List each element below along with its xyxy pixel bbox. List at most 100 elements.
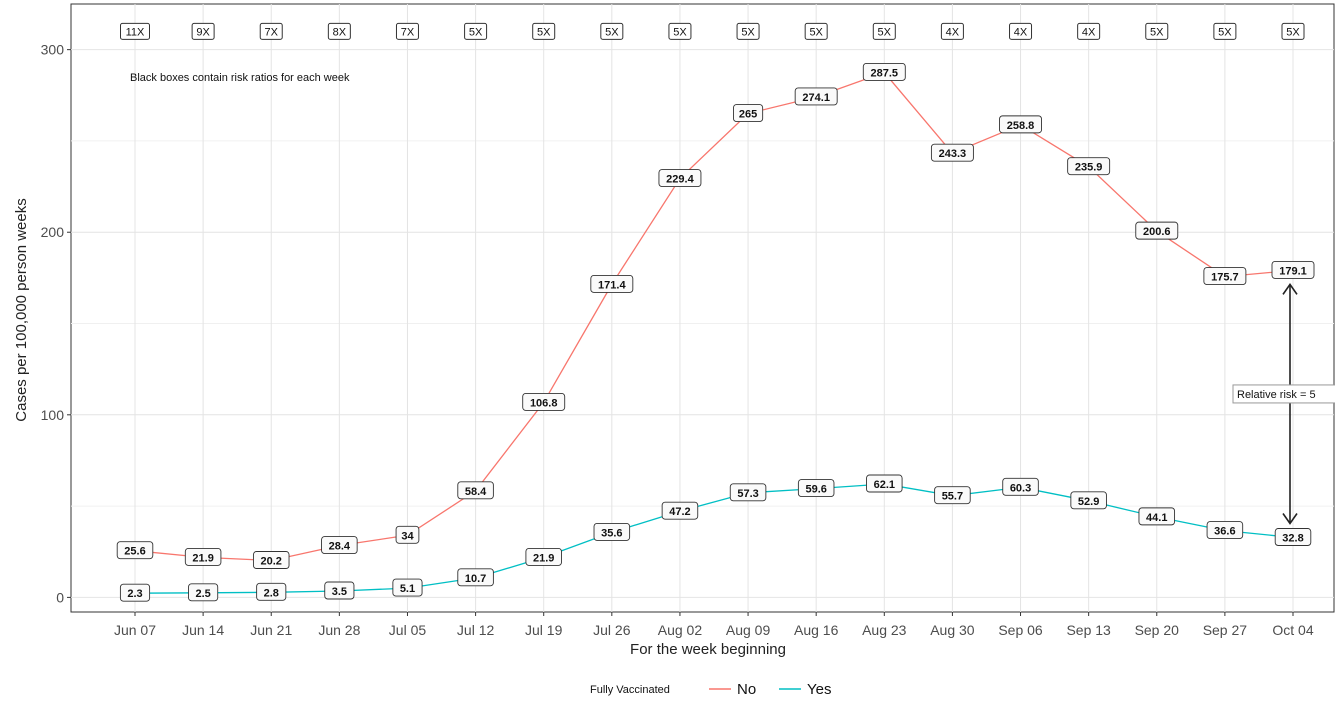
risk-ratio-box (804, 22, 828, 40)
relative-risk-arrow: Relative risk = 5 (1232, 282, 1335, 525)
data-label: 2.8 (264, 587, 279, 599)
data-label: 171.4 (598, 279, 626, 291)
data-label-box (188, 583, 219, 602)
risk-ratio-box (1281, 22, 1305, 40)
legend: Fully Vaccinated No Yes (590, 681, 831, 698)
data-label-box (119, 583, 151, 602)
data-label-box (457, 481, 494, 500)
data-label-box (1070, 491, 1107, 510)
data-label-box (1271, 260, 1315, 279)
x-tick-label: Jun 14 (182, 622, 224, 638)
data-label: 258.8 (1007, 120, 1035, 132)
data-label-box (661, 501, 699, 520)
data-label-box (184, 547, 222, 566)
data-label: 62.1 (874, 479, 895, 491)
legend-label-no: No (737, 681, 756, 698)
x-tick-label: Jul 19 (525, 622, 563, 638)
data-label: 2.3 (127, 588, 142, 600)
data-label: 10.7 (465, 573, 486, 585)
risk-ratio-label: 8X (333, 26, 347, 38)
data-label-box (593, 522, 631, 541)
data-label-box (934, 486, 971, 505)
relative-risk-label: Relative risk = 5 (1237, 389, 1316, 401)
y-tick-label: 300 (41, 42, 65, 58)
risk-ratio-box (668, 22, 692, 40)
data-label-box (1138, 507, 1176, 526)
arrow-head-up (1282, 282, 1298, 295)
data-label: 179.1 (1279, 265, 1307, 277)
data-label-box (1067, 157, 1111, 176)
data-label: 32.8 (1282, 533, 1303, 545)
x-tick-label: Jun 28 (318, 622, 360, 638)
data-label-box (866, 474, 903, 493)
series-line-yes (134, 483, 1294, 594)
risk-ratio-note: Black boxes contain risk ratios for each… (130, 72, 350, 84)
x-tick-label: Jun 07 (114, 622, 156, 638)
risk-ratio-box (1077, 22, 1101, 40)
data-label-box (392, 578, 423, 597)
risk-ratio-label: 11X (126, 26, 145, 38)
risk-ratio-label: 7X (401, 26, 415, 38)
data-label: 57.3 (737, 488, 758, 500)
y-tick-label: 0 (56, 589, 64, 605)
risk-ratio-label: 5X (1150, 26, 1164, 38)
x-tick-label: Aug 09 (726, 622, 771, 638)
y-tick-label: 200 (41, 224, 65, 240)
arrow-head-down (1282, 513, 1298, 525)
data-label-box (1203, 267, 1247, 286)
risk-ratio-box (395, 22, 419, 40)
x-tick-label: Jul 05 (389, 622, 427, 638)
x-tick-label: Aug 02 (658, 622, 703, 638)
x-tick-label: Aug 30 (930, 622, 975, 638)
risk-ratio-label: 5X (605, 26, 619, 38)
data-label-box (1135, 221, 1179, 240)
relative-risk-box (1232, 384, 1335, 404)
data-label: 21.9 (192, 552, 213, 564)
risk-ratio-label: 5X (1286, 26, 1300, 38)
x-axis-title: For the week beginning (630, 641, 786, 658)
x-tick-label: Oct 04 (1272, 622, 1313, 638)
data-label: 2.5 (195, 588, 210, 600)
data-label: 55.7 (942, 491, 963, 503)
data-label: 265 (739, 109, 757, 121)
risk-ratio-box (1145, 22, 1169, 40)
data-label-box (457, 568, 494, 587)
data-label: 58.4 (465, 486, 487, 498)
x-tick-label: Sep 20 (1135, 622, 1180, 638)
risk-ratio-box (259, 22, 283, 40)
data-label-box (797, 479, 835, 498)
data-label: 34 (401, 530, 414, 542)
data-label-box (1274, 528, 1312, 546)
risk-ratio-label: 5X (537, 26, 551, 38)
data-label-box (525, 547, 562, 566)
risk-ratio-box (327, 22, 351, 40)
data-label: 106.8 (530, 397, 558, 409)
data-label: 59.6 (805, 484, 826, 496)
x-tick-label: Jun 21 (250, 622, 292, 638)
data-label-box (1002, 477, 1039, 496)
data-label-box (794, 87, 838, 106)
data-label: 47.2 (669, 506, 690, 518)
data-label: 52.9 (1078, 496, 1099, 508)
data-label-box (729, 483, 767, 502)
data-label-box (1206, 521, 1244, 540)
risk-ratio-label: 4X (946, 26, 960, 38)
risk-ratio-box (872, 22, 896, 40)
risk-ratio-box (1213, 22, 1237, 40)
data-label: 3.5 (332, 586, 347, 598)
data-label-box (999, 115, 1042, 134)
x-tick-label: Sep 27 (1203, 622, 1248, 638)
data-label-box (590, 274, 634, 293)
risk-ratio-box (464, 22, 488, 40)
data-label-box (116, 541, 154, 560)
risk-ratio-box (940, 22, 964, 40)
data-label: 25.6 (124, 546, 145, 558)
y-axis-title: Cases per 100,000 person weeks (13, 198, 30, 421)
data-label: 274.1 (802, 92, 830, 104)
risk-ratio-label: 5X (469, 26, 483, 38)
x-tick-label: Sep 13 (1066, 622, 1111, 638)
data-label-box (522, 392, 566, 411)
data-label: 21.9 (533, 552, 554, 564)
risk-ratio-label: 4X (1082, 26, 1096, 38)
